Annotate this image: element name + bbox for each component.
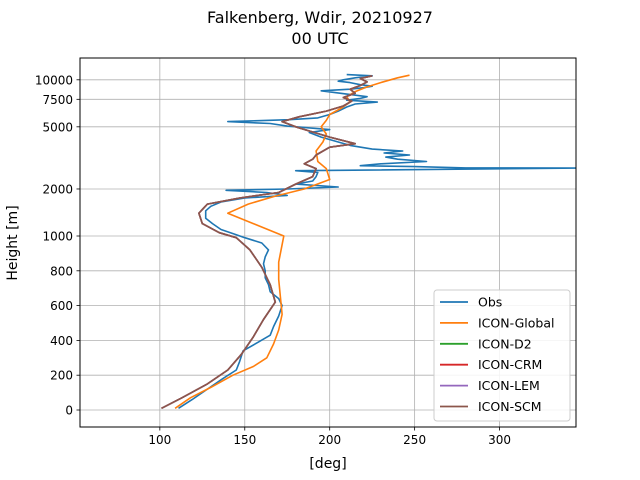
plot-frame: [79, 57, 577, 428]
x-tick-label: 300: [488, 433, 511, 447]
y-axis-ticks: 0 200 400 600 800 1000 2000 5000 7500 10000: [35, 73, 80, 418]
data-series: [161, 73, 576, 410]
series-line-obs: [178, 73, 576, 409]
y-axis-label: Height [m]: [5, 205, 21, 280]
chart-subtitle: 00 UTC: [291, 29, 348, 48]
x-tick-label: 150: [233, 433, 256, 447]
y-tick-label: 7500: [42, 93, 73, 107]
legend-label-icon-crm: ICON-CRM: [478, 357, 542, 372]
legend-label-icon-d2: ICON-D2: [478, 336, 532, 351]
y-tick-label: 400: [50, 334, 73, 348]
series-line-icon-scm: [161, 75, 373, 410]
legend-label-icon-scm: ICON-SCM: [478, 399, 542, 414]
grid-lines: [80, 58, 576, 427]
y-tick-label: 2000: [42, 182, 73, 196]
series-line-icon-global: [174, 74, 410, 409]
y-tick-label: 800: [50, 264, 73, 278]
x-tick-label: 100: [148, 433, 171, 447]
legend: Obs ICON-Global ICON-D2 ICON-CRM ICON-LEM ICO…: [433, 289, 571, 422]
x-tick-label: 200: [318, 433, 341, 447]
y-tick-label: 1000: [42, 230, 73, 244]
y-tick-label: 200: [50, 369, 73, 383]
y-tick-label: 600: [50, 299, 73, 313]
legend-label-icon-lem: ICON-LEM: [478, 378, 540, 393]
x-axis-ticks: 100 150 200 250 300: [148, 427, 511, 447]
x-axis-label: [deg]: [309, 456, 346, 472]
x-tick-label: 250: [403, 433, 426, 447]
y-tick-label: 10000: [35, 73, 73, 87]
chart-title: Falkenberg, Wdir, 20210927: [207, 8, 433, 27]
y-tick-label: 5000: [42, 120, 73, 134]
legend-label-obs: Obs: [478, 295, 502, 310]
legend-label-icon-global: ICON-Global: [478, 315, 554, 330]
y-tick-label: 0: [65, 404, 73, 418]
